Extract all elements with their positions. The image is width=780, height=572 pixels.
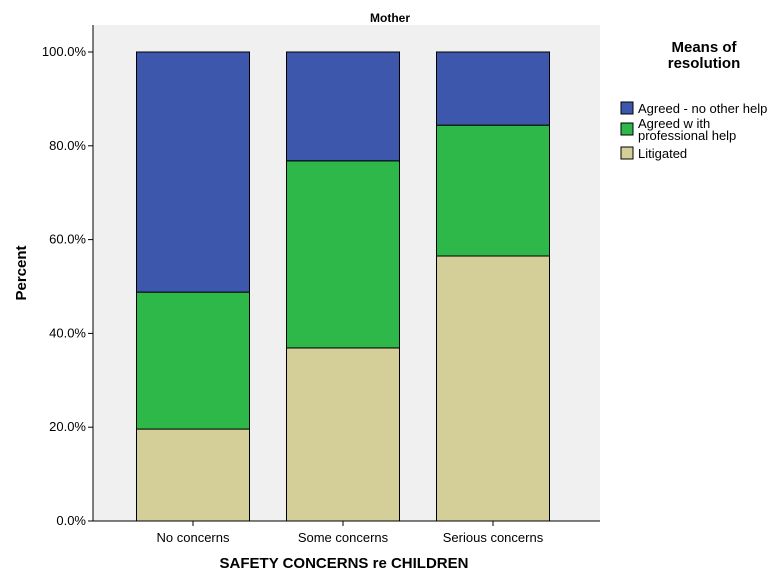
legend-label: professional help [638,128,736,143]
bar-segment [436,124,550,257]
bar-segment [136,291,250,430]
bar-segment [286,347,400,522]
x-tick-label: Some concerns [298,530,389,545]
y-tick-label: 60.0% [49,232,86,247]
y-axis-title: Percent [13,245,30,300]
chart-title: Mother [370,11,410,25]
bar-segment [286,160,400,349]
y-tick-label: 80.0% [49,138,86,153]
x-axis-title: SAFETY CONCERNS re CHILDREN [220,555,469,572]
bar-segment [136,428,250,522]
legend-label: Agreed w ith [638,116,710,131]
y-tick-label: 20.0% [49,419,86,434]
x-tick-label: No concerns [157,530,230,545]
legend-label: Agreed - no other help [638,101,767,116]
y-tick-label: 40.0% [49,325,86,340]
bar-segment [436,255,550,522]
legend-swatch [620,146,634,160]
bar-segment [436,51,550,126]
legend-title: resolution [668,55,741,72]
y-tick-label: 100.0% [42,44,87,59]
y-tick-label: 0.0% [56,513,86,528]
legend-swatch [620,122,634,136]
legend-title: Means of [671,39,737,56]
x-tick-label: Serious concerns [443,530,544,545]
legend-label: Litigated [638,146,687,161]
legend-swatch [620,101,634,115]
bar-segment [286,51,400,162]
bar-segment [136,51,250,293]
